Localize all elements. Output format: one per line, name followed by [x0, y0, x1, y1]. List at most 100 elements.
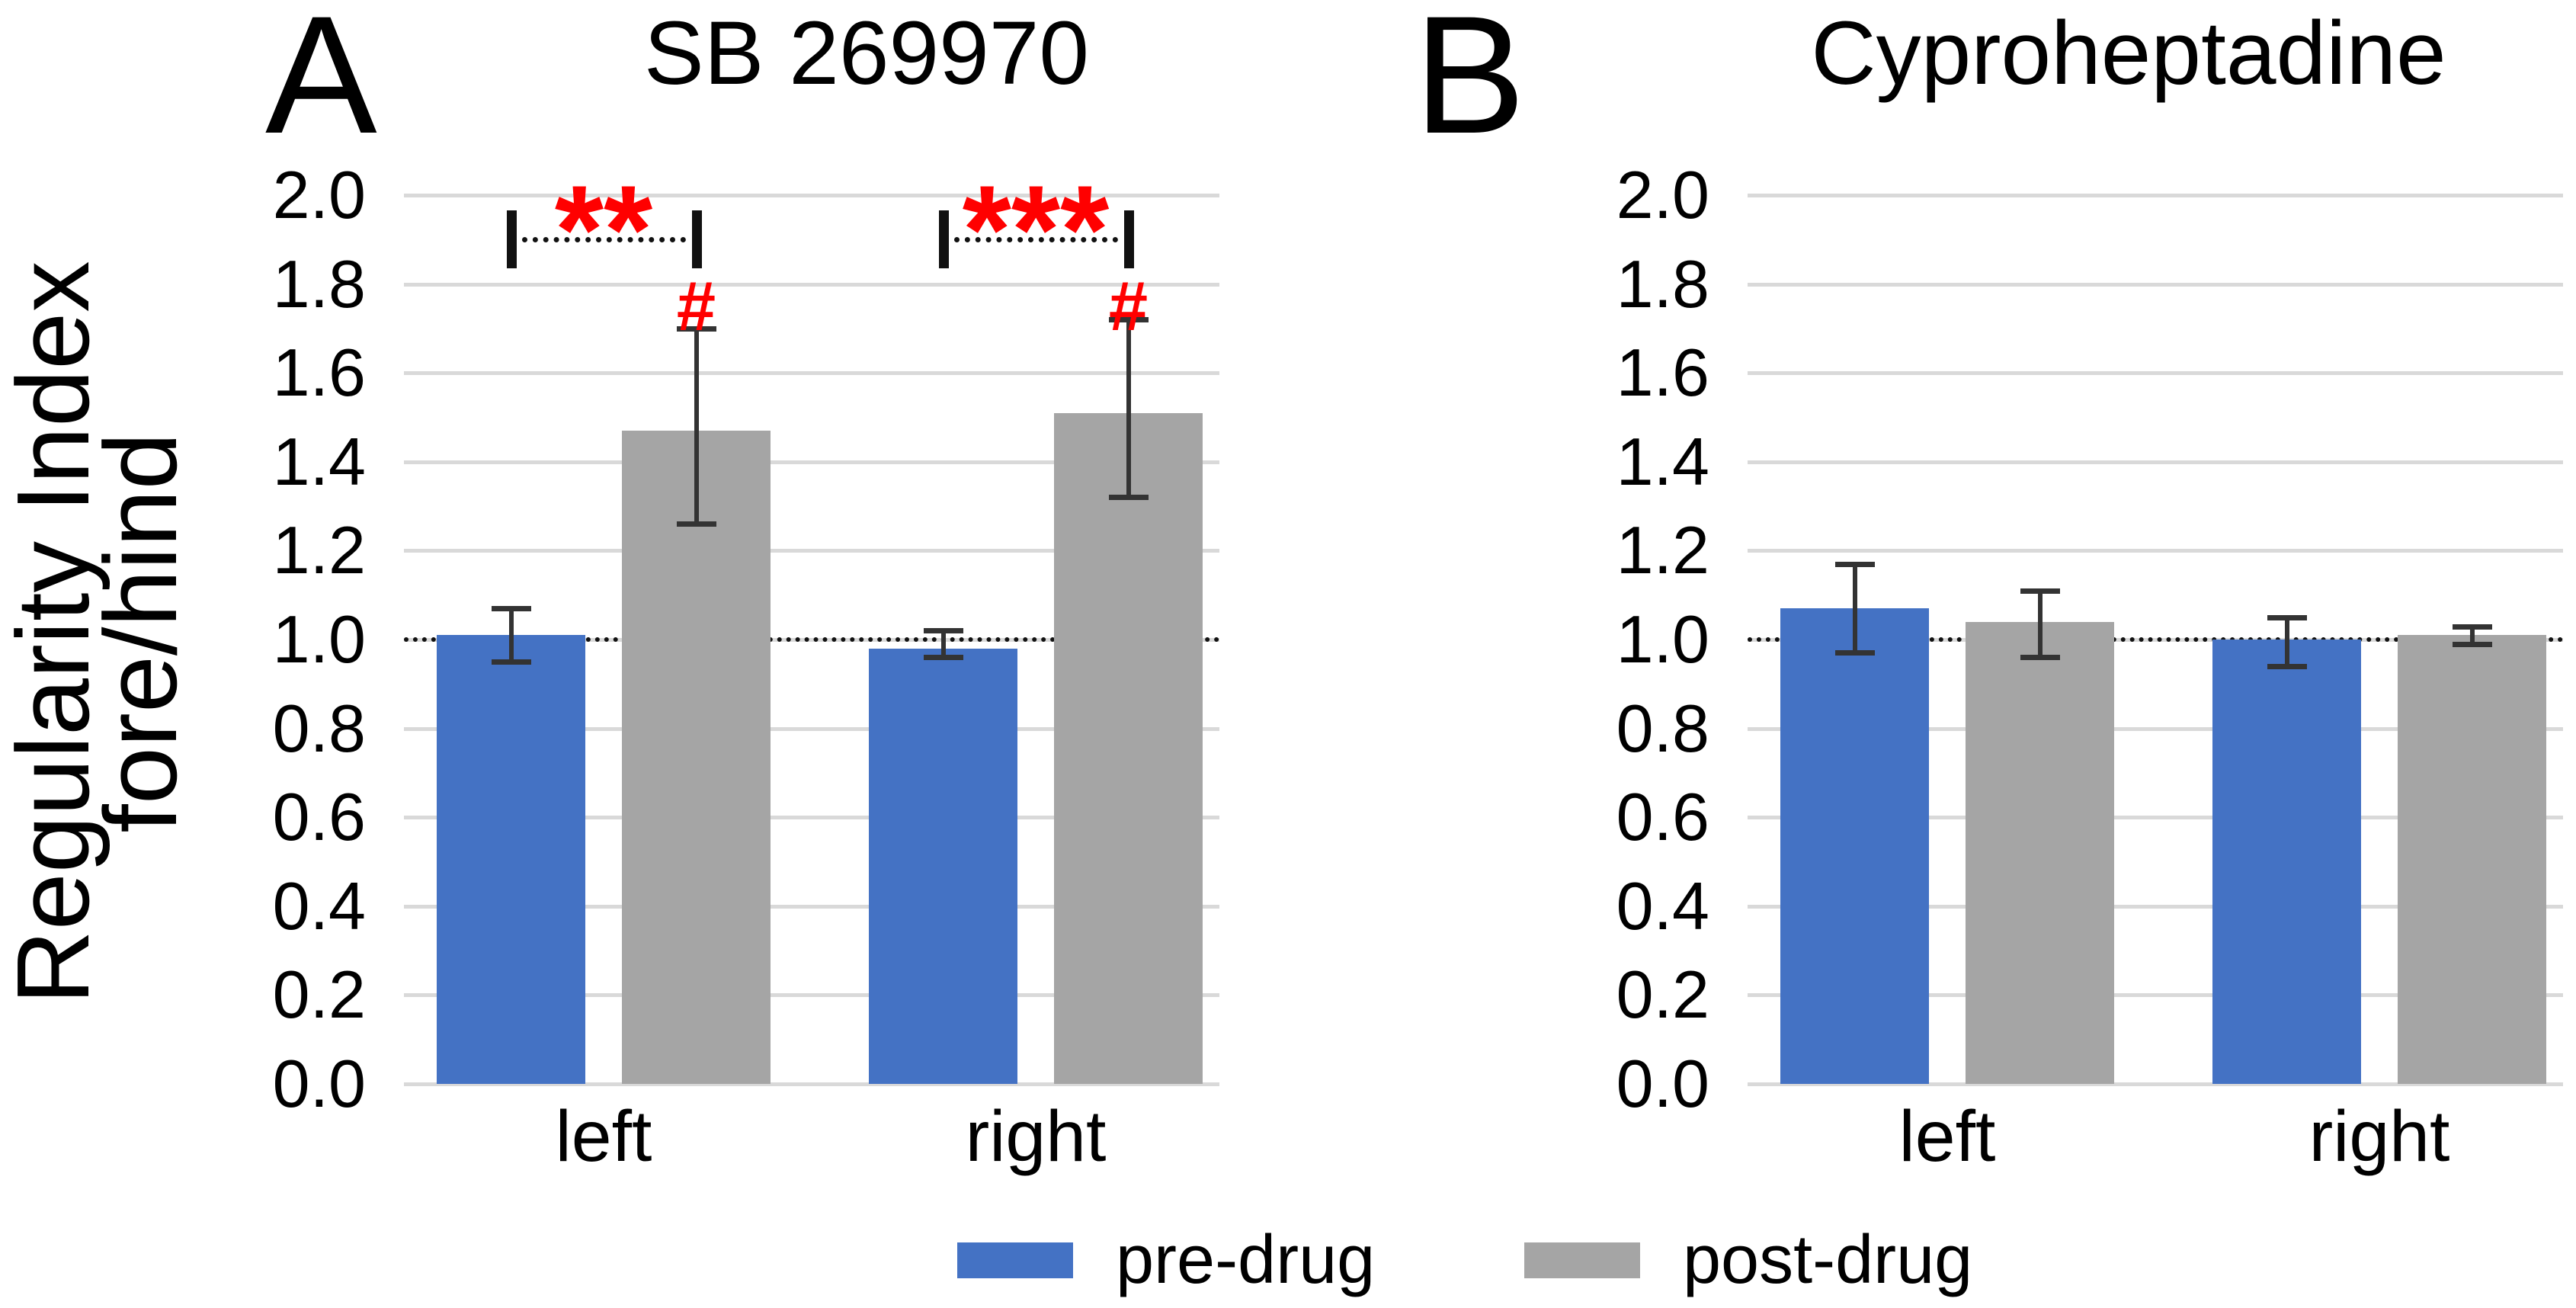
category-label-left: left — [555, 1096, 652, 1177]
error-bar-line — [1126, 319, 1131, 498]
error-bar-cap-bottom — [923, 655, 963, 661]
ytick-label: 0.8 — [272, 690, 366, 766]
ytick-label: 1.0 — [272, 601, 366, 677]
error-bar-cap-bottom — [2267, 663, 2307, 669]
post-drug-swatch — [1524, 1242, 1640, 1278]
significance-bracket-line — [953, 237, 1118, 243]
significance-bracket-tick — [1123, 210, 1134, 269]
ytick-label: 1.2 — [1616, 512, 1709, 588]
legend: pre-drug post-drug — [0, 1226, 2576, 1294]
error-bar-cap-top — [2267, 614, 2307, 620]
bar-post-drug-right — [1054, 412, 1203, 1084]
gridline — [1748, 549, 2563, 553]
error-bar-cap-top — [2020, 588, 2060, 594]
error-bar-line — [2469, 626, 2475, 644]
ytick-label: 1.0 — [1616, 601, 1709, 677]
category-label-left: left — [1898, 1096, 1996, 1177]
ytick-label: 2.0 — [1616, 157, 1709, 232]
panel-a-letter: A — [265, 0, 377, 168]
gridline — [404, 371, 1219, 376]
gridline — [404, 549, 1219, 553]
gridline — [404, 194, 1219, 197]
ytick-label: 1.8 — [272, 245, 366, 322]
bar-pre-drug-left — [1780, 608, 1929, 1084]
gridline — [1748, 194, 2563, 197]
ytick-label: 0.2 — [1616, 957, 1709, 1033]
error-bar-cap-bottom — [676, 521, 716, 527]
panel-b-letter: B — [1414, 0, 1526, 168]
gridline — [1748, 726, 2563, 731]
y-axis-label: Regularity Index fore/hind — [0, 213, 198, 1052]
bar-pre-drug-right — [2212, 640, 2361, 1084]
reference-line — [404, 637, 1219, 642]
gridline — [1748, 1082, 2563, 1086]
error-bar-line — [2284, 617, 2289, 666]
ytick-label: 0.6 — [272, 779, 366, 855]
ytick-label: 0.8 — [1616, 690, 1709, 766]
ytick-label: 1.6 — [1616, 335, 1709, 411]
panel-a-title: SB 269970 — [644, 3, 1089, 104]
significance-stars: *** — [962, 159, 1110, 300]
panel-a-plot: 0.0 0.2 0.4 0.6 0.8 1.0 1.2 1.4 1.6 1.8 2.0 left rig… — [273, 162, 1219, 1173]
error-bar-cap-top — [1834, 561, 1875, 567]
pre-drug-swatch — [957, 1242, 1073, 1278]
panel-b-title: Cyproheptadine — [1811, 3, 2446, 104]
category-label-right: right — [965, 1096, 1107, 1177]
hash-mark: # — [1108, 268, 1149, 345]
ytick-label: 1.4 — [1616, 423, 1709, 499]
error-bar-cap-bottom — [491, 659, 531, 665]
error-bar-cap-bottom — [1108, 495, 1149, 501]
ytick-label: 1.8 — [1616, 245, 1709, 322]
gridline — [1748, 460, 2563, 464]
error-bar-cap-top — [676, 325, 716, 332]
error-bar-line — [508, 608, 514, 662]
ytick-label: 0.0 — [1616, 1046, 1709, 1121]
gridline — [1748, 371, 2563, 376]
error-bar-line — [694, 328, 699, 524]
bar-post-drug-left — [1966, 621, 2114, 1084]
ytick-label: 1.6 — [272, 335, 366, 411]
ytick-label: 1.2 — [272, 512, 366, 588]
pre-drug-label: pre-drug — [1116, 1222, 1376, 1298]
ytick-label: 0.4 — [1616, 867, 1709, 944]
gridline — [404, 816, 1219, 820]
ytick-label: 1.4 — [272, 423, 366, 499]
error-bar-cap-top — [2452, 624, 2492, 630]
ytick-label: 0.4 — [272, 867, 366, 944]
gridline — [404, 460, 1219, 464]
significance-stars: ** — [554, 159, 653, 300]
error-bar-cap-top — [491, 606, 531, 612]
error-bar-cap-bottom — [1834, 650, 1875, 656]
significance-bracket-tick — [506, 210, 517, 269]
ytick-label: 2.0 — [272, 157, 366, 232]
gridline — [1748, 816, 2563, 820]
ytick-label: 0.2 — [272, 957, 366, 1033]
error-bar-cap-top — [1108, 317, 1149, 323]
category-label-right: right — [2308, 1096, 2450, 1177]
significance-bracket-tick — [938, 210, 949, 269]
post-drug-label: post-drug — [1683, 1222, 1973, 1298]
gridline — [404, 993, 1219, 998]
hash-mark: # — [676, 268, 716, 345]
reference-line — [1748, 637, 2563, 642]
gridline — [404, 282, 1219, 287]
gridline — [1748, 993, 2563, 998]
error-bar-line — [1852, 563, 1857, 653]
gridline — [404, 904, 1219, 909]
bar-post-drug-left — [622, 430, 771, 1084]
ytick-label: 0.0 — [272, 1046, 366, 1121]
panel-b-plot: 0.0 0.2 0.4 0.6 0.8 1.0 1.2 1.4 1.6 1.8 2.0 left rig… — [1616, 162, 2563, 1173]
gridline — [404, 1082, 1219, 1086]
significance-bracket-line — [521, 237, 686, 243]
error-bar-line — [2037, 590, 2043, 658]
error-bar-cap-bottom — [2452, 641, 2492, 647]
gridline — [1748, 282, 2563, 287]
bar-pre-drug-right — [869, 648, 1017, 1084]
error-bar-cap-top — [923, 628, 963, 634]
bar-pre-drug-left — [437, 635, 585, 1084]
legend-item-pre-drug: pre-drug — [957, 1226, 1375, 1294]
gridline — [404, 726, 1219, 731]
bar-post-drug-right — [2398, 635, 2546, 1084]
error-bar-cap-bottom — [2020, 655, 2060, 661]
